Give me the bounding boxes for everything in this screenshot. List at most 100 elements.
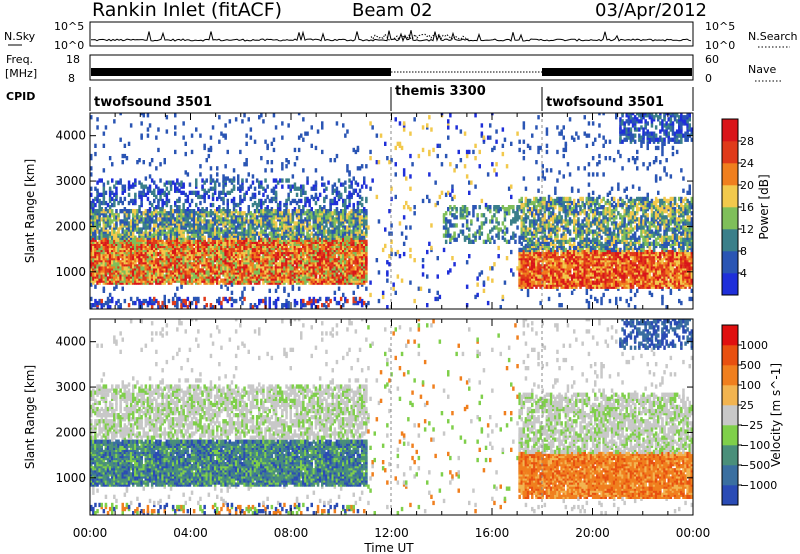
power-echo-4618 (360, 270, 364, 275)
power-echo-4718 (365, 164, 368, 169)
power-echo-2222 (220, 266, 223, 271)
power-echo-4018 (325, 209, 328, 214)
power-echo-4803 (409, 174, 412, 179)
power-echo-831 (138, 249, 141, 255)
noise-panel: N.Sky 10^5 10^0 10^5 10^0 N.Search (4, 20, 798, 52)
power-echo-1197 (159, 235, 162, 240)
power-echo-1099 (153, 231, 156, 236)
power-echo-4681 (363, 207, 366, 212)
power-echo-4769 (394, 162, 397, 167)
power-echo-480 (117, 305, 120, 309)
date-title: 03/Apr/2012 (595, 0, 707, 21)
power-echo-1930 (201, 219, 204, 224)
power-echo-1546 (178, 188, 181, 193)
power-echo-4899 (451, 196, 454, 202)
power-echo-4293 (342, 227, 345, 232)
power-echo-2809 (253, 227, 257, 232)
power-echo-4861 (442, 213, 446, 218)
power-echo-1235 (161, 239, 164, 244)
power-echo-4906 (453, 223, 456, 228)
power-echo-4764 (392, 282, 395, 287)
power-echo-1621 (182, 207, 185, 212)
power-echo-4902 (453, 262, 456, 267)
power-echo-4766 (394, 251, 397, 257)
power-echo-3091 (270, 211, 274, 216)
power-echo-4198 (335, 153, 339, 159)
power-echo-3020 (266, 209, 269, 214)
power-echo-2538 (237, 202, 240, 208)
power-echo-2711 (247, 209, 250, 214)
power-echo-1216 (161, 300, 164, 306)
power-echo-2216 (220, 305, 223, 309)
power-echo-4883 (449, 268, 452, 273)
power-echo-1206 (159, 213, 162, 218)
power-echo-1109 (153, 192, 156, 197)
power-echo-3241 (279, 178, 282, 183)
power-echo-3160 (274, 231, 278, 236)
power-echo-3084 (270, 231, 274, 236)
power-echo-4162 (333, 158, 337, 163)
power-echo-269 (104, 300, 108, 306)
power-echo-1791 (192, 227, 196, 232)
power-echo-2006 (205, 158, 208, 163)
power-echo-842 (138, 219, 141, 224)
power-echo-1506 (176, 186, 179, 191)
power-echo-3631 (302, 227, 305, 232)
power-echo-2963 (264, 266, 267, 271)
power-echo-4968 (470, 239, 473, 244)
power-echo-3094 (270, 196, 274, 202)
power-echo-3654 (304, 258, 307, 263)
power-echo-2165 (216, 235, 219, 240)
power-echo-1468 (174, 113, 177, 118)
power-echo-4388 (348, 266, 351, 271)
power-echo-4909 (453, 205, 456, 210)
power-echo-4219 (337, 237, 341, 242)
power-echo-4813 (417, 153, 421, 159)
power-echo-1188 (159, 256, 162, 261)
power-echo-3764 (310, 231, 313, 236)
power-echo-3526 (295, 200, 299, 206)
power-echo-3028 (268, 300, 271, 306)
power-echo-4868 (444, 217, 448, 222)
power-echo-1899 (199, 209, 202, 214)
freq-label-1: Freq. (6, 53, 33, 66)
power-echo-4962 (468, 233, 471, 238)
power-echo-4173 (335, 262, 339, 267)
power-echo-937 (144, 264, 148, 269)
power-echo-4052 (327, 180, 330, 185)
power-echo-2139 (213, 209, 217, 214)
power-echo-1084 (153, 268, 156, 273)
power-echo-4527 (354, 188, 358, 193)
power-echo-3768 (310, 207, 313, 212)
power-echo-2880 (258, 209, 261, 214)
power-echo-4080 (329, 221, 332, 226)
power-echo-4471 (352, 241, 355, 246)
power-echo-4574 (358, 296, 362, 302)
power-echo-3837 (314, 209, 318, 214)
power-echo-4053 (329, 298, 332, 304)
power-echo-396 (111, 235, 114, 240)
power-echo-3263 (281, 235, 284, 240)
power-echo-4736 (377, 160, 381, 165)
power-echo-2207 (218, 215, 221, 220)
power-echo-111 (94, 209, 97, 214)
power-echo-4965 (468, 190, 471, 195)
power-echo-2212 (218, 190, 221, 195)
power-echo-1142 (155, 184, 158, 189)
power-echo-1003 (148, 300, 152, 306)
power-echo-3932 (321, 233, 324, 238)
power-echo-577 (121, 153, 124, 159)
power-echo-2658 (245, 268, 248, 273)
power-echo-1940 (203, 296, 206, 302)
power-echo-1141 (155, 194, 158, 200)
power-echo-1038 (148, 188, 152, 193)
power-echo-1515 (178, 268, 181, 273)
power-echo-404 (111, 202, 114, 208)
power-echo-4333 (344, 225, 347, 230)
power-echo-4821 (426, 303, 429, 308)
power-echo-4016 (325, 215, 328, 220)
power-echo-2680 (245, 158, 248, 163)
freq-panel: Freq. [MHz] 18 8 60 0 Nave (5, 53, 782, 85)
power-echo-1298 (165, 260, 169, 265)
power-echo-4739 (381, 290, 385, 295)
